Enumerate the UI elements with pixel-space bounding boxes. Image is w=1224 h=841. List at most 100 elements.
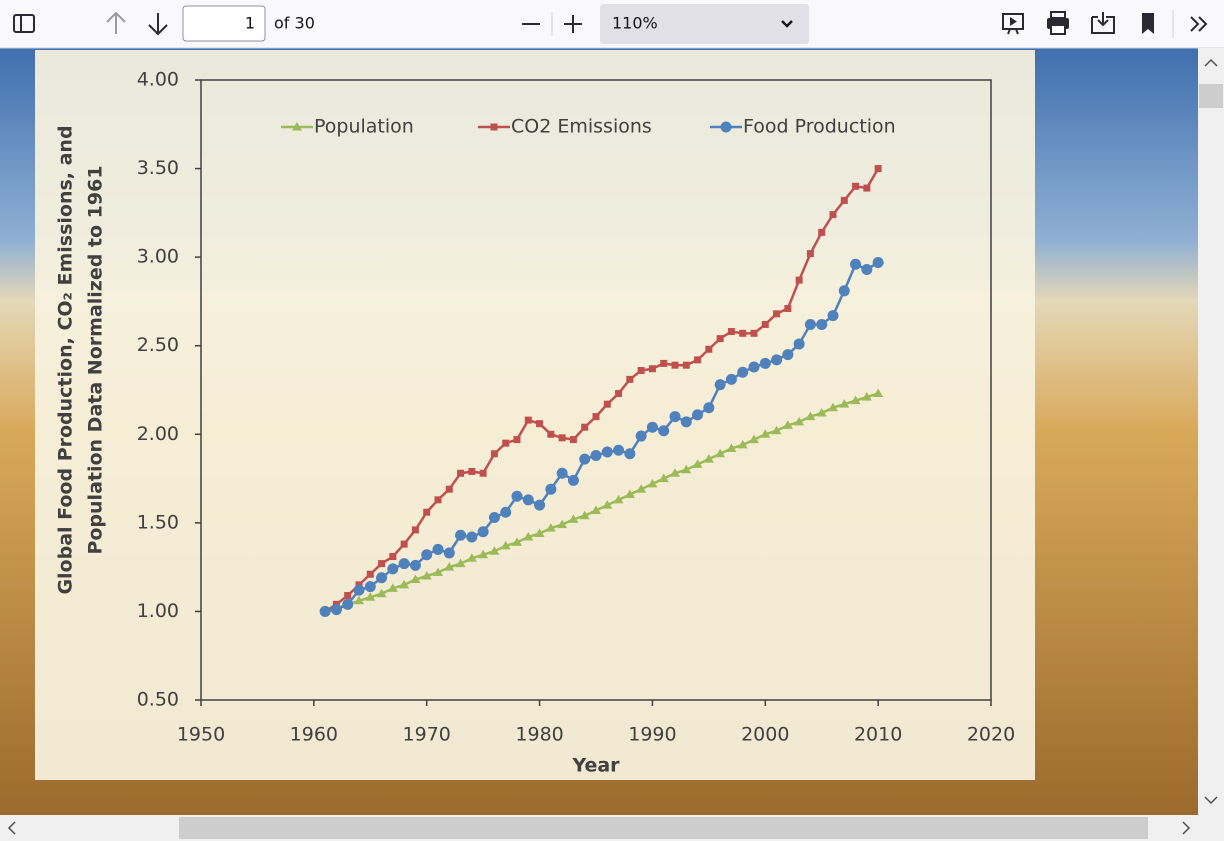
triangle-marker: [681, 464, 692, 474]
square-marker: [581, 423, 589, 431]
triangle-marker: [557, 519, 568, 529]
x-tick-label: 2020: [967, 724, 1015, 746]
square-marker: [727, 328, 735, 336]
legend-marker: [292, 122, 302, 131]
circle-marker: [319, 605, 331, 617]
legend-item: CO2 Emissions: [478, 116, 652, 138]
triangle-marker: [602, 500, 613, 509]
square-marker: [716, 335, 724, 343]
circle-marker: [759, 357, 771, 369]
triangle-marker: [737, 439, 748, 449]
circle-marker: [556, 467, 568, 479]
square-marker: [615, 390, 623, 398]
circle-marker: [816, 318, 828, 330]
triangle-marker: [444, 562, 455, 571]
circle-marker: [455, 529, 467, 541]
triangle-marker: [489, 546, 500, 555]
y-tick-label: 2.00: [137, 423, 179, 445]
y-tick-label: 1.50: [137, 511, 179, 533]
previous-page[interactable]: [106, 11, 126, 34]
triangle-marker: [861, 392, 872, 401]
circle-marker: [545, 483, 557, 495]
triangle-marker: [534, 528, 545, 537]
page-number-input[interactable]: [182, 5, 266, 42]
triangle-marker: [670, 468, 680, 477]
square-marker: [874, 165, 882, 173]
print[interactable]: [1047, 11, 1069, 35]
x-axis-label: Year: [571, 755, 620, 777]
triangle-marker: [478, 549, 489, 559]
triangle-marker: [568, 514, 579, 523]
vertical-scrollbar[interactable]: [1198, 48, 1224, 815]
square-marker: [513, 436, 521, 444]
circle-marker: [522, 494, 534, 506]
circle-marker: [714, 379, 726, 391]
circle-marker: [793, 338, 805, 350]
plot-frame: [200, 79, 992, 701]
next-page[interactable]: [148, 13, 168, 36]
bookmark[interactable]: [1142, 13, 1154, 34]
y-tick-label: 1.00: [137, 600, 179, 622]
vertical-scroll-thumb[interactable]: [1199, 84, 1223, 108]
circle-marker: [511, 490, 523, 502]
zoom-in[interactable]: [564, 15, 582, 33]
square-marker: [479, 469, 487, 477]
triangle-marker: [771, 425, 782, 435]
circle-marker: [409, 559, 421, 571]
circle-marker: [827, 310, 839, 322]
square-marker: [863, 184, 871, 192]
triangle-marker: [354, 595, 364, 605]
triangle-marker: [376, 588, 387, 598]
triangle-marker: [726, 443, 737, 452]
square-marker: [852, 182, 860, 190]
legend-marker: [720, 121, 732, 133]
triangle-marker: [399, 579, 410, 589]
circle-marker: [737, 366, 749, 378]
presentation-mode[interactable]: [1002, 13, 1024, 35]
circle-marker: [703, 402, 715, 414]
circle-marker: [680, 416, 692, 428]
triangle-marker: [410, 574, 421, 584]
square-marker: [378, 560, 386, 568]
square-marker: [502, 439, 510, 447]
circle-marker: [635, 430, 647, 442]
square-marker: [490, 450, 498, 458]
square-marker: [773, 310, 781, 318]
y-tick-label: 2.50: [137, 334, 179, 356]
square-marker: [423, 508, 431, 516]
square-marker: [457, 469, 465, 477]
horizontal-scroll-thumb[interactable]: [179, 817, 1148, 839]
triangle-marker: [591, 505, 601, 514]
triangle-marker: [647, 478, 658, 488]
more-tools[interactable]: [1190, 16, 1208, 32]
triangle-marker: [613, 494, 624, 504]
save[interactable]: [1091, 12, 1115, 34]
chart: 0.50 1.00 1.50 2.00 2.50 3.00 3.50 4.00 1950 1960…: [137, 69, 1015, 746]
circle-marker: [669, 411, 681, 423]
square-marker: [818, 228, 826, 236]
square-marker: [536, 420, 544, 428]
page-count: of 30: [274, 14, 315, 33]
triangle-marker: [703, 454, 714, 463]
y-tick-label: 3.50: [137, 157, 179, 179]
square-marker: [739, 329, 747, 337]
y-tick-label: 4.00: [137, 69, 179, 91]
triangle-marker: [782, 420, 793, 429]
triangle-marker: [636, 484, 647, 493]
circle-marker: [613, 444, 625, 456]
zoom-select[interactable]: [600, 4, 809, 44]
triangle-marker: [715, 448, 726, 458]
square-marker: [603, 400, 611, 408]
triangle-marker: [658, 473, 669, 483]
square-marker: [671, 361, 679, 369]
sidebar-toggle[interactable]: [13, 14, 35, 33]
circle-marker: [658, 425, 670, 437]
y-tick-label: 3.00: [137, 246, 179, 268]
circle-marker: [590, 450, 602, 462]
circle-marker: [850, 258, 862, 270]
square-marker: [400, 540, 408, 548]
square-marker: [705, 345, 713, 353]
zoom-value: 110%: [612, 14, 658, 33]
circle-marker: [466, 531, 478, 543]
